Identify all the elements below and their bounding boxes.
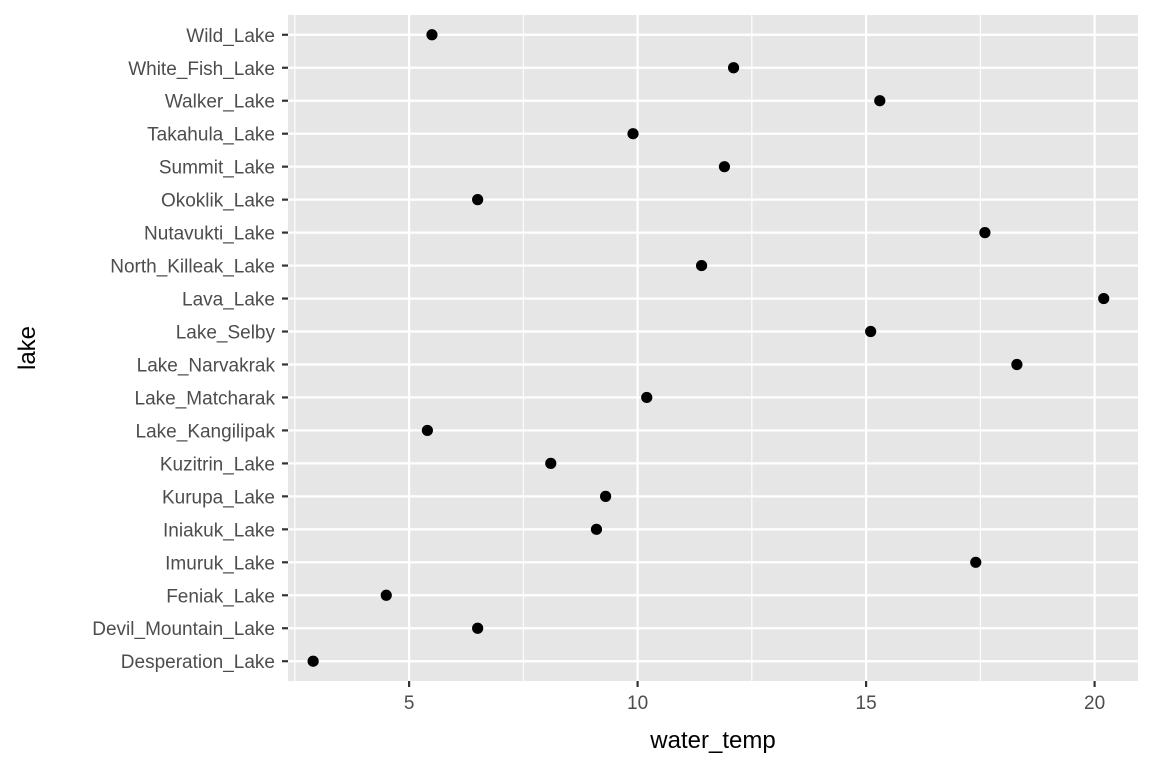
data-point [627,128,639,140]
data-point [727,62,740,74]
y-tick-label: Summit_Lake [159,158,275,179]
y-tick-label: Walker_Lake [165,92,275,113]
data-point [641,391,653,404]
data-point [426,29,438,41]
y-tick-label: Takahula_Lake [147,125,275,146]
y-tick-label: Feniak_Lake [166,586,275,607]
major-gridlines [288,15,1138,681]
data-point [970,556,982,568]
plot-panel [288,15,1138,681]
y-tick-label: Kuzitrin_Lake [160,454,275,475]
data-point [590,523,603,535]
y-tick-label: Nutavukti_Lake [144,224,275,245]
x-axis-title: water_temp [649,727,775,754]
x-axis: 5 10 15 20 [404,681,1105,714]
x-tick-label: 15 [856,693,877,714]
data-point [874,95,886,107]
x-tick-label: 5 [404,693,415,714]
y-tick-label: White_Fish_Lake [128,59,275,80]
y-tick-label: Lava_Lake [182,290,275,311]
y-axis: Desperation_Lake Devil_Mountain_Lake Fenia… [92,26,288,673]
y-tick-label: Devil_Mountain_Lake [92,619,275,640]
x-tick-label: 10 [627,693,648,714]
data-point [307,655,319,667]
minor-gridlines [294,15,981,681]
data-point [695,259,708,272]
y-tick-label: Lake_Matcharak [135,388,276,409]
data-point [600,490,612,502]
y-tick-label: Wild_Lake [186,26,275,47]
y-tick-label: Lake_Kangilipak [136,421,276,442]
x-tick-label: 20 [1084,693,1105,714]
y-tick-label: Kurupa_Lake [162,487,275,508]
data-point [545,457,557,469]
data-point [1011,358,1023,371]
y-tick-label: Lake_Selby [176,323,276,344]
data-point [979,227,991,239]
y-axis-title: lake [14,326,41,370]
y-tick-label: Lake_Narvakrak [137,355,276,376]
data-points [307,29,1110,667]
data-point [472,622,484,634]
data-point [380,589,392,601]
data-point [865,325,877,338]
data-point [421,424,433,437]
y-tick-label: North_Killeak_Lake [110,257,275,278]
data-point [472,194,484,206]
data-point [718,161,731,173]
y-tick-label: Imuruk_Lake [165,553,275,574]
y-tick-label: Okoklik_Lake [161,191,275,212]
data-point [1098,292,1110,305]
y-tick-label: Iniakuk_Lake [163,520,275,541]
y-tick-label: Desperation_Lake [121,652,275,673]
